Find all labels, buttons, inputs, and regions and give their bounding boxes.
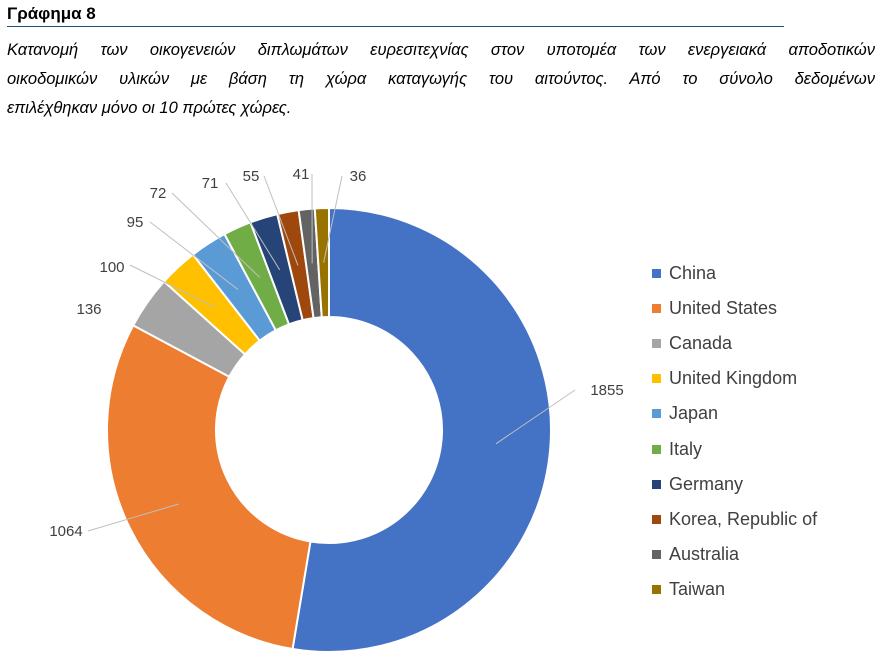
- legend-swatch: [652, 409, 661, 418]
- data-label-italy: 72: [150, 185, 167, 202]
- legend-label: Taiwan: [669, 579, 725, 600]
- legend-swatch: [652, 304, 661, 313]
- legend-item-united-kingdom: United Kingdom: [652, 361, 817, 396]
- data-label-united-kingdom: 100: [99, 259, 124, 276]
- legend-item-australia: Australia: [652, 537, 817, 572]
- data-label-japan: 95: [127, 214, 144, 231]
- data-label-australia: 41: [293, 166, 310, 183]
- legend-label: United Kingdom: [669, 368, 797, 389]
- legend-label: United States: [669, 298, 777, 319]
- legend-item-japan: Japan: [652, 396, 817, 431]
- legend-label: Italy: [669, 439, 702, 460]
- legend-swatch: [652, 550, 661, 559]
- data-label-united-states: 1064: [49, 523, 82, 540]
- legend-label: China: [669, 263, 716, 284]
- legend-item-canada: Canada: [652, 326, 817, 361]
- legend-item-china: China: [652, 256, 817, 291]
- slice-united-states: [107, 325, 310, 649]
- legend-swatch: [652, 445, 661, 454]
- data-label-canada: 136: [76, 301, 101, 318]
- data-label-germany: 71: [202, 175, 219, 192]
- data-label-taiwan: 36: [350, 168, 367, 185]
- legend-swatch: [652, 480, 661, 489]
- legend-swatch: [652, 339, 661, 348]
- legend-item-italy: Italy: [652, 431, 817, 466]
- legend-label: Australia: [669, 544, 739, 565]
- legend-swatch: [652, 269, 661, 278]
- chart-legend: China United States Canada United Kingdom Ja…: [652, 256, 817, 607]
- legend-swatch: [652, 374, 661, 383]
- legend-item-korea-republic-of: Korea, Republic of: [652, 502, 817, 537]
- legend-swatch: [652, 585, 661, 594]
- legend-item-taiwan: Taiwan: [652, 572, 817, 607]
- slice-china: [293, 208, 551, 652]
- legend-label: Korea, Republic of: [669, 509, 817, 530]
- legend-item-germany: Germany: [652, 467, 817, 502]
- data-label-china: 1855: [590, 382, 623, 399]
- legend-label: Canada: [669, 333, 732, 354]
- data-label-korea-republic-of: 55: [243, 168, 260, 185]
- legend-swatch: [652, 515, 661, 524]
- legend-label: Germany: [669, 474, 743, 495]
- legend-label: Japan: [669, 403, 718, 424]
- legend-item-united-states: United States: [652, 291, 817, 326]
